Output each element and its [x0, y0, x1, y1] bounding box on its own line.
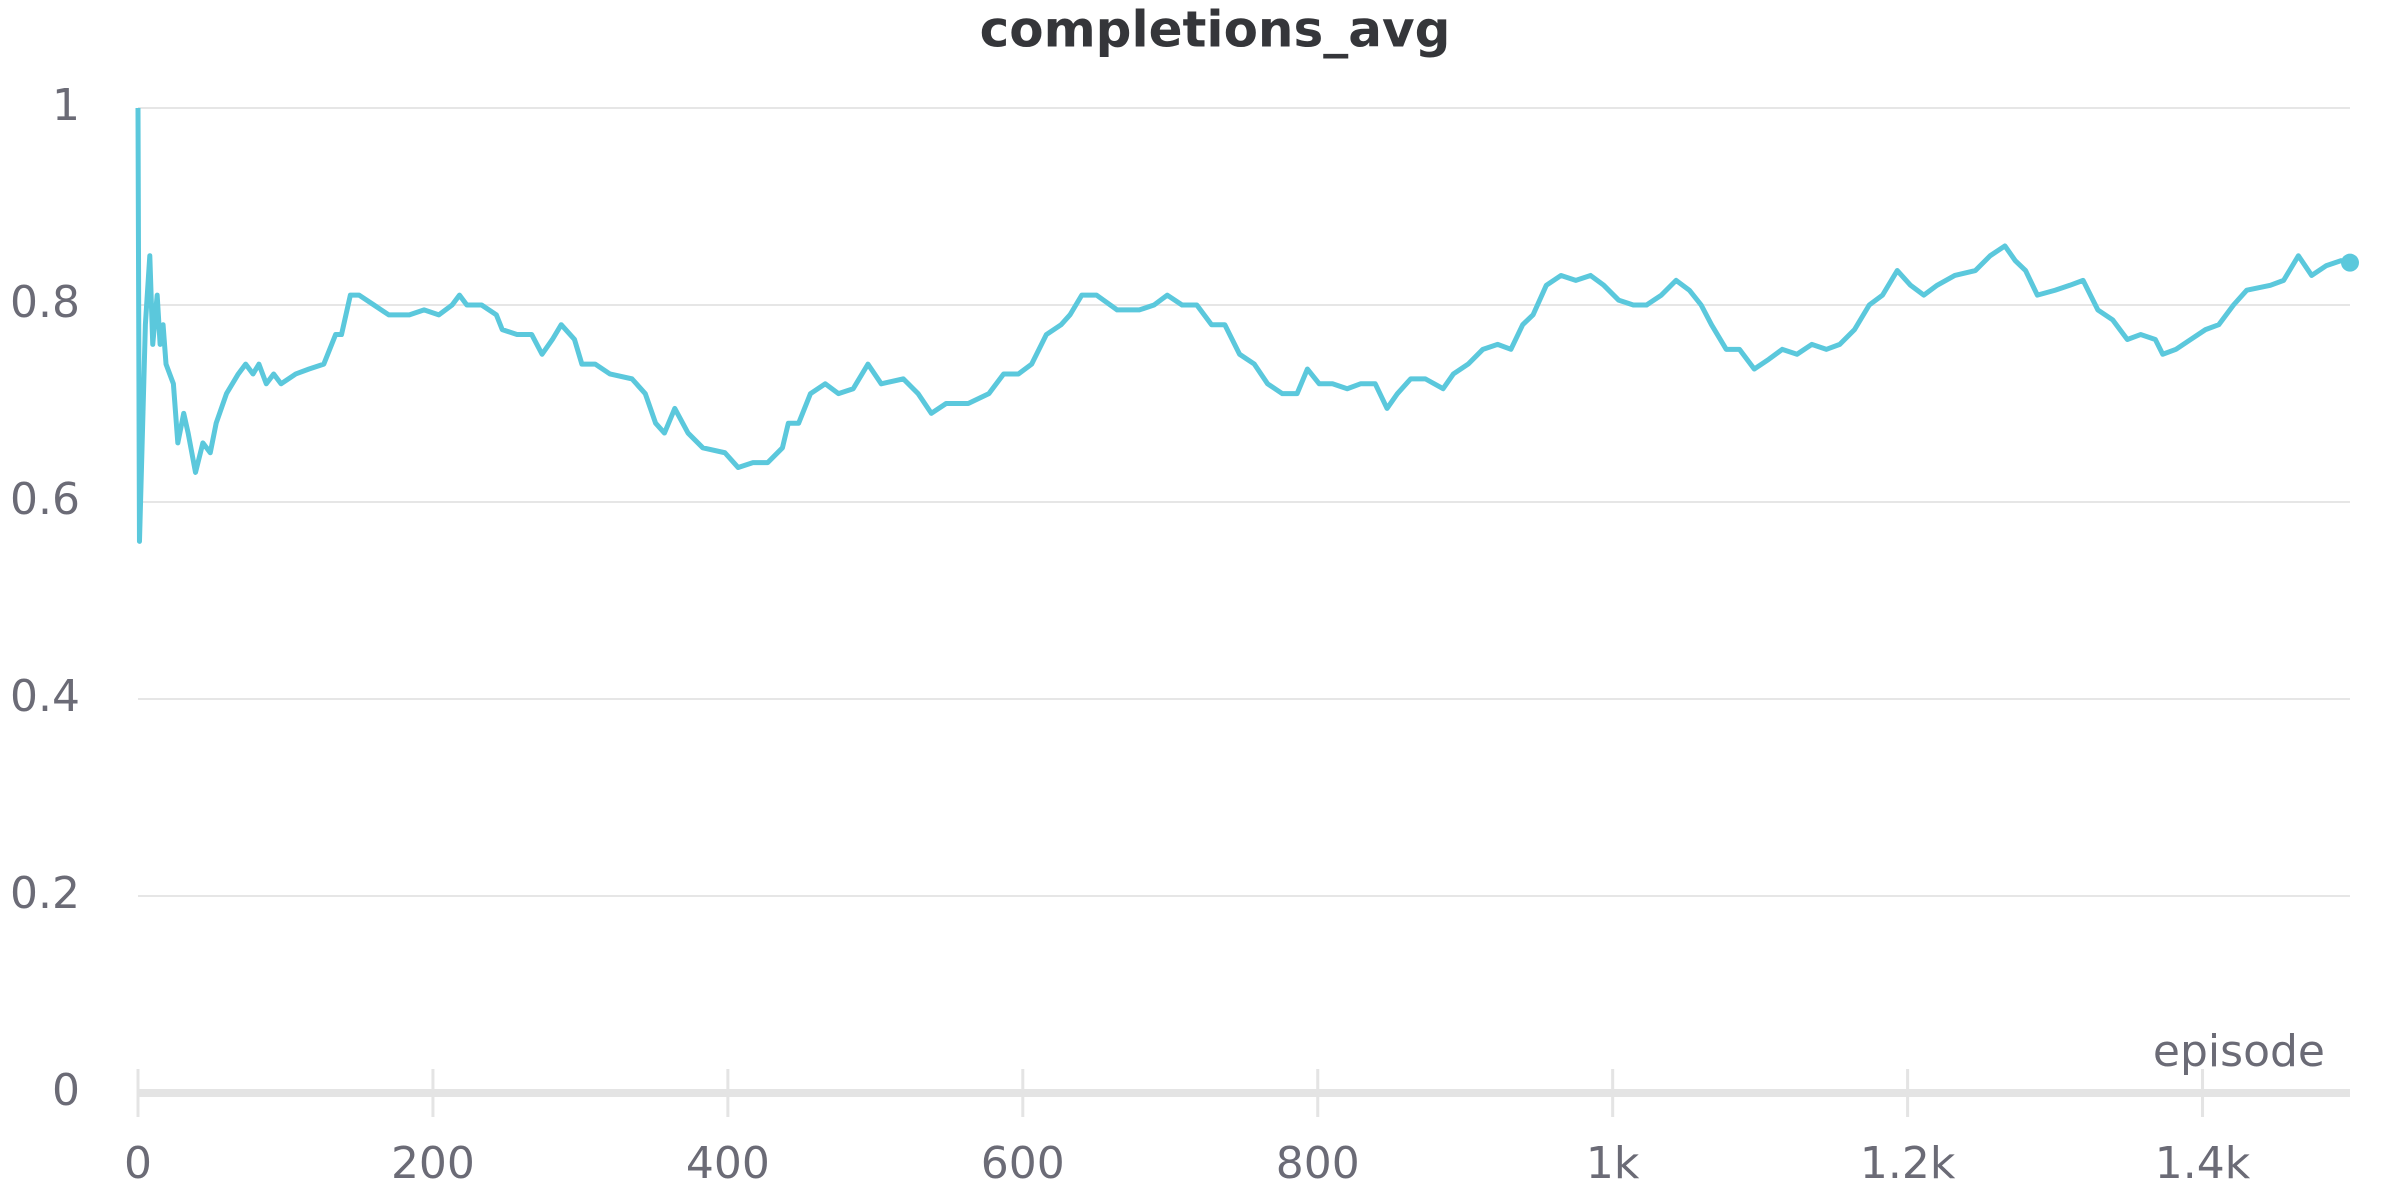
y-tick-label: 0.2 — [10, 868, 80, 919]
x-tick-label: 200 — [391, 1138, 475, 1189]
x-tick-label: 600 — [981, 1138, 1065, 1189]
x-tick-label: 800 — [1276, 1138, 1360, 1189]
x-tick-label: 1.4k — [2155, 1138, 2251, 1189]
x-tick-label: 1.2k — [1860, 1138, 1956, 1189]
y-tick-label: 0.8 — [10, 277, 80, 328]
y-tick-label: 0.6 — [10, 474, 80, 525]
y-tick-label: 0.4 — [10, 671, 80, 722]
chart-title: completions_avg — [980, 1, 1451, 59]
data-line — [135, 107, 2351, 544]
x-axis-label: episode — [2153, 1026, 2325, 1077]
x-tick-label: 1k — [1586, 1138, 1640, 1189]
y-tick-label: 1 — [52, 80, 80, 131]
x-tick-label: 0 — [124, 1138, 152, 1189]
x-tick-label: 400 — [686, 1138, 770, 1189]
y-tick-label: 0 — [52, 1065, 80, 1116]
last-point-marker — [2341, 253, 2359, 272]
